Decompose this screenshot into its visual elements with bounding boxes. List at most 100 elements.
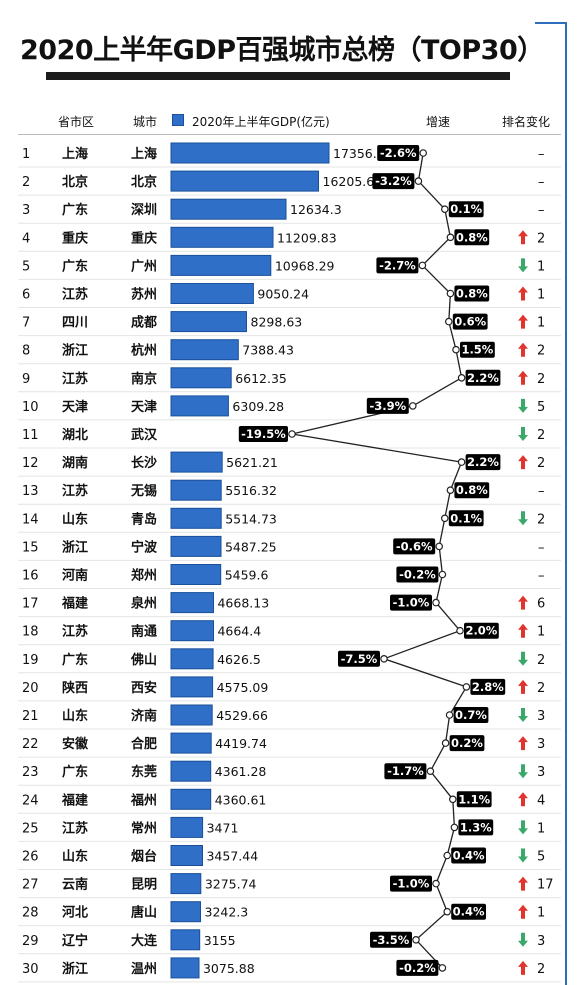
city-label: 深圳 <box>131 202 157 218</box>
gdp-value-label: 3457.44 <box>206 849 258 864</box>
arrow-up-icon <box>518 314 528 329</box>
growth-point <box>426 767 435 776</box>
legend-swatch <box>172 114 184 126</box>
rank-number: 8 <box>22 344 30 359</box>
city-label: 长沙 <box>131 455 157 471</box>
gdp-bar <box>170 507 222 529</box>
growth-value-box <box>449 735 485 752</box>
rank-number: 19 <box>22 653 39 668</box>
growth-line <box>291 152 468 969</box>
rank-change-value: 3 <box>537 934 545 949</box>
growth-value-label: 0.8% <box>456 230 488 244</box>
growth-value-label: -1.0% <box>393 596 430 610</box>
rank-change-value: 2 <box>537 962 545 977</box>
growth-point <box>435 542 444 551</box>
rank-number: 12 <box>22 456 39 471</box>
rank-change-value: 2 <box>537 372 545 387</box>
gdp-value-label: 4668.13 <box>217 596 269 611</box>
gdp-value-label: 4664.4 <box>217 624 261 639</box>
growth-value-box <box>458 819 494 836</box>
gdp-bar <box>170 592 214 614</box>
frame-corner <box>535 22 565 24</box>
city-label: 天津 <box>131 399 157 415</box>
rank-number: 26 <box>22 850 39 865</box>
growth-value-label: 1.3% <box>460 820 492 834</box>
city-label: 唐山 <box>131 905 157 921</box>
growth-value-box <box>338 650 380 667</box>
province-label: 辽宁 <box>62 933 88 949</box>
growth-value-label: 2.2% <box>467 371 499 385</box>
gdp-value-label: 4626.5 <box>217 652 261 667</box>
gdp-value-label: 5621.21 <box>226 455 278 470</box>
header-growth: 增速 <box>426 115 451 129</box>
growth-point <box>418 261 427 270</box>
growth-value-label: 0.6% <box>454 315 486 329</box>
gdp-value-label: 3275.74 <box>205 877 257 892</box>
growth-value-box <box>451 847 486 864</box>
gdp-value-label: 3242.3 <box>205 905 249 920</box>
arrow-down-icon <box>518 932 528 947</box>
growth-value-label: -2.6% <box>380 146 417 160</box>
rank-change-value: 3 <box>537 709 545 724</box>
arrow-down-icon <box>518 258 528 273</box>
rank-change-value: 4 <box>537 793 545 808</box>
arrow-down-icon <box>518 511 528 526</box>
gdp-value-label: 5516.32 <box>225 483 277 498</box>
growth-value-box <box>460 341 495 358</box>
growth-point <box>446 289 455 298</box>
growth-point <box>414 177 423 185</box>
gdp-bar <box>170 845 203 866</box>
city-label: 北京 <box>131 174 157 190</box>
growth-value-label: 0.8% <box>456 483 488 497</box>
growth-value-label: -0.6% <box>396 539 433 553</box>
gdp-bar <box>170 564 222 585</box>
growth-value-box <box>464 622 499 639</box>
city-label: 南京 <box>131 371 157 387</box>
growth-value-box <box>470 678 506 695</box>
province-label: 山东 <box>62 849 88 865</box>
province-label: 江苏 <box>62 287 88 303</box>
rank-number: 4 <box>22 231 30 246</box>
city-label: 广州 <box>131 258 157 274</box>
rank-change-none: – <box>538 569 545 584</box>
gdp-bar <box>170 198 287 220</box>
growth-point <box>443 851 452 860</box>
rank-change-value: 2 <box>537 653 545 668</box>
city-label: 烟台 <box>131 849 157 865</box>
province-label: 山东 <box>62 511 88 527</box>
province-label: 河北 <box>62 905 88 921</box>
header-gdp: 2020年上半年GDP(亿元) <box>192 115 330 129</box>
gdp-bar <box>170 535 222 557</box>
province-label: 四川 <box>62 316 88 331</box>
province-label: 广东 <box>62 652 88 668</box>
gdp-value-label: 11209.83 <box>277 230 337 245</box>
rank-change-value: 1 <box>537 288 545 303</box>
province-label: 福建 <box>61 596 88 612</box>
city-label: 泉州 <box>131 596 157 612</box>
growth-value-box <box>454 482 490 499</box>
arrow-up-icon <box>518 370 528 385</box>
growth-value-box <box>370 931 412 948</box>
growth-value-label: -0.2% <box>399 961 436 975</box>
arrow-up-icon <box>518 792 528 807</box>
growth-point <box>432 598 440 607</box>
growth-value-box <box>377 145 420 161</box>
growth-value-box <box>465 369 501 386</box>
city-label: 南通 <box>131 624 157 640</box>
arrow-up-icon <box>518 286 528 301</box>
arrow-down-icon <box>518 427 528 441</box>
growth-value-label: 1.1% <box>458 792 490 806</box>
growth-value-box <box>396 566 439 583</box>
gdp-bar <box>170 479 222 501</box>
province-label: 河南 <box>62 568 88 584</box>
gdp-bar <box>170 451 223 473</box>
city-label: 常州 <box>131 820 157 836</box>
rank-number: 30 <box>22 962 39 977</box>
growth-point <box>412 935 420 944</box>
growth-value-label: 0.1% <box>450 202 482 216</box>
gdp-value-label: 5514.73 <box>225 511 277 526</box>
title-underline <box>46 72 510 80</box>
growth-value-box <box>452 313 488 330</box>
rank-number: 23 <box>22 765 39 780</box>
arrow-down-icon <box>518 848 528 863</box>
